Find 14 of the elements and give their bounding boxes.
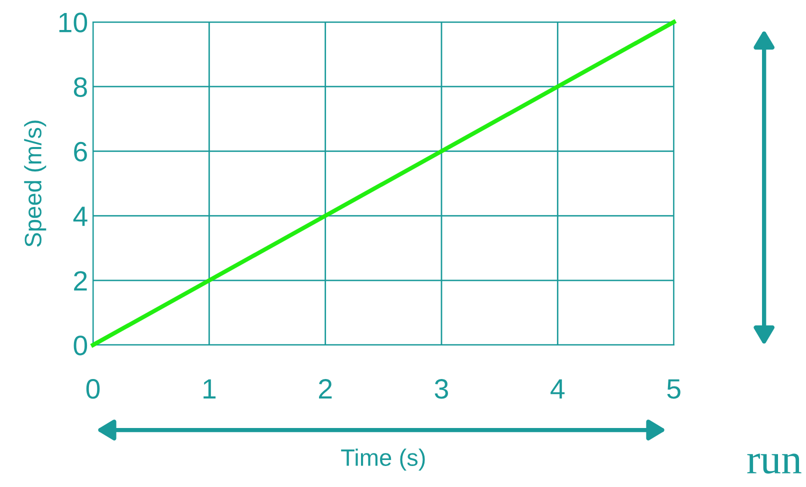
x-tick-label: 4	[550, 379, 565, 398]
x-axis-title: Time (s)	[341, 448, 425, 471]
y-tick-label: 10	[59, 12, 88, 32]
y-tick-label: 2	[74, 271, 87, 290]
x-tick-label: 1	[204, 379, 216, 398]
y-tick-label: 6	[74, 142, 87, 162]
y-tick-label: 0	[74, 336, 88, 356]
x-tick-label: 3	[434, 379, 448, 399]
text: run	[747, 454, 802, 474]
y-tick-label: 4	[73, 206, 88, 226]
x-tick-label: 5	[667, 379, 680, 399]
y-tick-label: 8	[74, 77, 87, 97]
x-tick-label: 2	[319, 379, 332, 398]
y-axis-title: Speed (m/s)	[24, 120, 46, 247]
